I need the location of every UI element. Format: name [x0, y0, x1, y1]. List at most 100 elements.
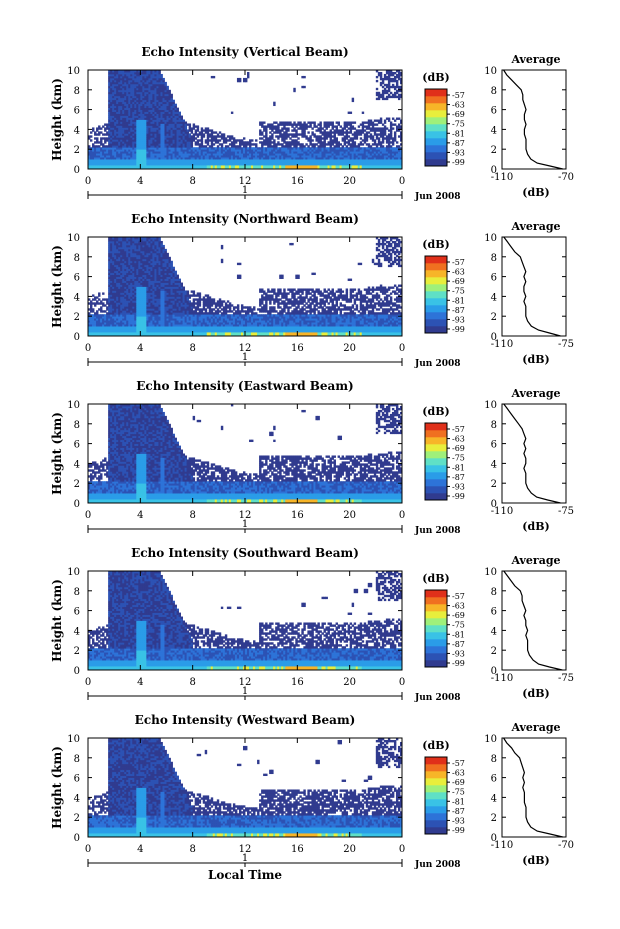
heatmap-cell: [132, 93, 135, 97]
heatmap-cell: [395, 145, 399, 148]
heatmap-cell: [124, 111, 127, 114]
heatmap-cell: [287, 145, 290, 148]
heatmap-cell: [170, 149, 173, 152]
heatmap-cell: [100, 334, 103, 337]
heatmap-cell: [190, 163, 194, 166]
heatmap-cell: [158, 93, 161, 97]
heatmap-cell: [383, 91, 387, 95]
heatmap-cell: [228, 155, 232, 158]
heatmap-cell: [112, 147, 115, 150]
heatmap-cell: [307, 157, 310, 160]
heatmap-cell: [124, 268, 127, 272]
heatmap-cell: [375, 167, 379, 170]
heatmap-cell: [200, 161, 204, 164]
heatmap-cell: [110, 105, 113, 109]
heatmap-cell: [399, 155, 403, 158]
heatmap-cell: [96, 310, 99, 313]
heatmap-cell: [168, 113, 171, 116]
heatmap-cell: [333, 129, 336, 132]
heatmap-cell: [166, 85, 169, 89]
heatmap-cell: [140, 71, 143, 75]
heatmap-cell: [92, 324, 95, 327]
heatmap-cell: [349, 159, 353, 162]
heatmap-cell: [122, 159, 125, 162]
heatmap-cell: [108, 157, 111, 160]
heatmap-cell: [158, 123, 161, 126]
heatmap-cell: [154, 131, 157, 134]
heatmap-cell: [98, 318, 101, 321]
heatmap-cell: [140, 157, 143, 160]
heatmap-cell: [228, 135, 232, 138]
heatmap-cell: [108, 81, 111, 85]
heatmap-cell: [232, 165, 236, 168]
heatmap-cell: [108, 242, 111, 246]
heatmap-cell: [383, 151, 387, 154]
heatmap-cell: [166, 87, 169, 91]
heatmap-cell: [152, 79, 155, 83]
heatmap-cell: [122, 107, 125, 110]
panel-title: Echo Intensity (Northward Beam): [131, 212, 359, 226]
heatmap-cell: [218, 149, 222, 152]
heatmap-cell: [146, 85, 149, 89]
heatmap-cell: [186, 165, 190, 168]
heatmap-cell: [317, 151, 320, 154]
heatmap-cell: [176, 125, 179, 128]
heatmap-cell: [391, 137, 395, 140]
heatmap-cell: [391, 157, 395, 160]
heatmap-cell: [100, 155, 103, 158]
heatmap-cell: [106, 318, 109, 321]
heatmap-cell: [108, 330, 111, 333]
heatmap-cell: [128, 242, 131, 246]
heatmap-cell: [120, 308, 123, 311]
heatmap-cell: [228, 157, 232, 160]
heatmap-cell: [212, 157, 216, 160]
heatmap-cell: [186, 133, 190, 136]
heatmap-cell: [192, 159, 196, 162]
heatmap-cell: [343, 157, 347, 160]
heatmap-cell: [367, 145, 371, 148]
heatmap-cell: [192, 151, 196, 154]
heatmap-cell: [152, 145, 155, 148]
heatmap-cell: [152, 73, 155, 77]
heatmap-cell: [192, 149, 196, 152]
heatmap-cell: [245, 147, 248, 150]
heatmap-cell: [307, 167, 310, 170]
heatmap-cell: [150, 103, 153, 107]
heatmap-cell: [166, 167, 169, 170]
heatmap-cell: [90, 308, 93, 311]
heatmap-cell: [98, 326, 101, 329]
heatmap-cell: [124, 135, 127, 138]
heatmap-cell: [152, 123, 155, 126]
heatmap-cell: [230, 147, 234, 150]
heatmap-cell: [138, 123, 141, 126]
heatmap-cell: [234, 149, 238, 152]
heatmap-cell: [305, 157, 308, 160]
heatmap-cell: [397, 71, 401, 75]
heatmap-cell: [136, 153, 139, 156]
heatmap-cell: [122, 133, 125, 136]
heatmap-cell: [343, 163, 347, 166]
heatmap-cell: [287, 143, 290, 146]
heatmap-cell: [128, 123, 131, 126]
heatmap-cell: [120, 101, 123, 105]
heatmap-cell: [102, 328, 105, 331]
heatmap-cell: [389, 167, 393, 170]
heatmap-cell: [116, 75, 119, 79]
heatmap-cell: [120, 296, 123, 299]
heatmap-cell: [253, 143, 256, 146]
heatmap-cell: [110, 143, 113, 146]
heatmap-cell: [385, 149, 389, 152]
heatmap-cell: [275, 157, 278, 160]
heatmap-cell: [130, 91, 133, 95]
heatmap-cell: [385, 163, 389, 166]
heatmap-cell: [345, 163, 349, 166]
heatmap-cell: [180, 129, 183, 132]
heatmap-cell: [162, 143, 165, 146]
heatmap-cell: [112, 260, 115, 264]
heatmap-cell: [166, 147, 169, 150]
heatmap-cell: [170, 161, 173, 164]
heatmap-cell: [146, 139, 149, 142]
heatmap-cell: [381, 153, 385, 156]
heatmap-cell: [212, 143, 216, 146]
heatmap-cell: [281, 149, 284, 152]
